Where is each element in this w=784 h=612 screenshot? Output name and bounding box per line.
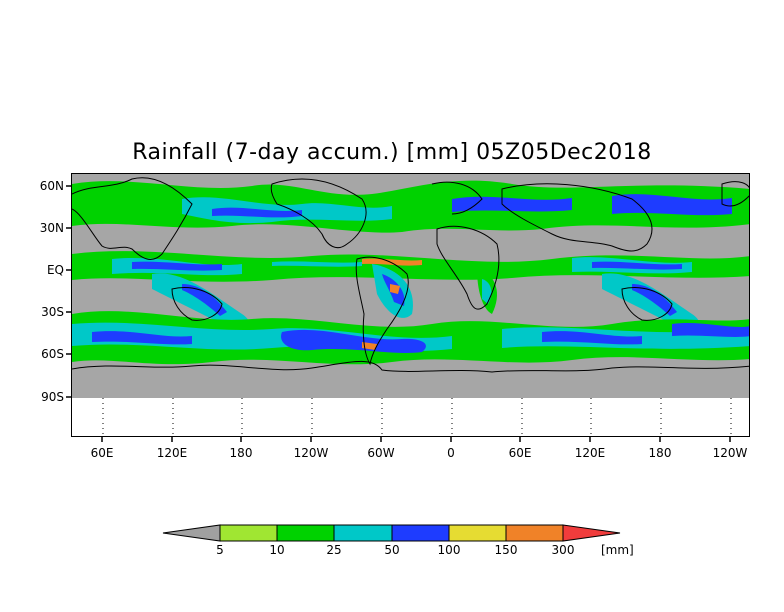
precip-band-north xyxy=(72,180,749,233)
colorbar-label: 100 xyxy=(437,543,461,557)
coastlines xyxy=(72,177,749,373)
grid-lines xyxy=(102,398,732,436)
x-tick-label: 60E xyxy=(90,446,114,460)
x-tick-label: 180 xyxy=(229,446,253,460)
x-tick-label: 60W xyxy=(367,446,395,460)
precip-band-south xyxy=(72,311,749,365)
x-tick-label: 60E xyxy=(508,446,532,460)
colorbar-label: 150 xyxy=(494,543,518,557)
y-tick-label: 90S xyxy=(41,390,64,404)
y-tick-label: 60S xyxy=(41,347,64,361)
y-tick-label: 30S xyxy=(41,305,64,319)
map-title: Rainfall (7-day accum.) [mm] 05Z05Dec201… xyxy=(132,140,652,165)
y-tick-label: 30N xyxy=(39,221,64,235)
colorbar xyxy=(162,524,621,542)
rainfall-map-svg xyxy=(72,174,749,436)
x-tick-label: 180 xyxy=(648,446,672,460)
x-tick-label: 120E xyxy=(574,446,606,460)
precip-band-tropics xyxy=(72,251,749,331)
y-tick-label: 60N xyxy=(39,179,64,193)
colorbar-label: 5 xyxy=(216,543,224,557)
colorbar-label: 10 xyxy=(269,543,285,557)
x-tick-label: 120W xyxy=(712,446,748,460)
colorbar-label: 25 xyxy=(326,543,342,557)
y-tick-label: EQ xyxy=(46,263,64,277)
colorbar-label: 300 xyxy=(551,543,575,557)
x-tick-label: 120E xyxy=(156,446,188,460)
x-tick-label: 120W xyxy=(293,446,329,460)
colorbar-label: 50 xyxy=(384,543,400,557)
x-tick-label: 0 xyxy=(447,446,455,460)
rainfall-map xyxy=(71,173,750,437)
colorbar-unit: [mm] xyxy=(601,543,634,557)
